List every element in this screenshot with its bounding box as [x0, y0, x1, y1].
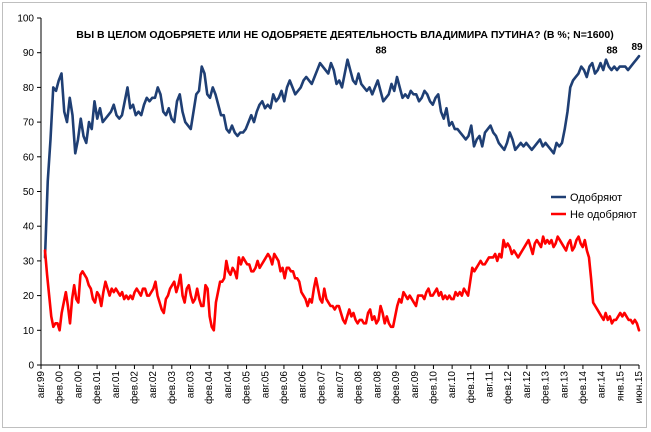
- x-axis: авг.99 фев.00 авг.00 фев.01 авг.01 фев.02 авг.…: [36, 364, 645, 404]
- y-tick-label: 0: [28, 361, 34, 372]
- x-tick-label: фев.09: [390, 371, 402, 404]
- chart-frame: [2, 2, 647, 428]
- y-tick-label: 80: [23, 83, 35, 94]
- x-tick-label: фев.13: [540, 371, 552, 404]
- x-tick-label: фев.10: [427, 371, 439, 404]
- x-tick-label: авг.11: [485, 371, 496, 398]
- x-tick-label: июн.15: [634, 371, 645, 404]
- x-tick-label: янв.15: [615, 371, 626, 402]
- x-tick-label: фев.12: [502, 371, 514, 404]
- x-tick-label: фев.00: [54, 371, 66, 404]
- y-tick-label: 60: [23, 152, 35, 163]
- x-tick-label: авг.99: [36, 371, 47, 399]
- x-tick-label: авг.14: [597, 371, 608, 399]
- x-tick-label: фев.14: [577, 371, 589, 404]
- x-tick-label: фев.05: [241, 371, 253, 404]
- legend-label-approve: Одобряют: [570, 192, 622, 204]
- x-tick-label: фев.04: [203, 371, 215, 404]
- series-line-approve: [43, 54, 641, 259]
- chart-title: ВЫ В ЦЕЛОМ ОДОБРЯЕТЕ ИЛИ НЕ ОДОБРЯЕТЕ ДЕ…: [76, 29, 613, 41]
- y-tick-label: 40: [23, 222, 35, 233]
- x-tick-label: авг.08: [372, 371, 383, 399]
- x-tick-label: авг.00: [73, 371, 84, 399]
- x-tick-label: авг.12: [522, 371, 533, 399]
- x-tick-label: авг.06: [298, 371, 309, 399]
- data-label: 88: [606, 46, 618, 57]
- x-tick-label: фев.02: [128, 371, 140, 404]
- y-tick-label: 10: [23, 326, 35, 337]
- data-labels: 88 88 89: [375, 42, 643, 56]
- y-tick-label: 50: [23, 187, 35, 198]
- plot-series: [43, 54, 641, 332]
- data-label: 89: [631, 42, 643, 53]
- x-tick-label: авг.05: [260, 371, 271, 399]
- y-tick-label: 30: [23, 256, 35, 267]
- x-tick-label: авг.02: [148, 371, 159, 399]
- legend-label-disapprove: Не одобряют: [570, 209, 637, 221]
- y-axis: 0 10 20 30 40 50 60 70 80 90 100: [17, 14, 42, 372]
- x-tick-label: авг.10: [447, 371, 458, 399]
- x-tick-label: фев.11: [465, 371, 477, 404]
- x-tick-label: авг.13: [559, 371, 570, 399]
- x-tick-label: фев.01: [91, 371, 103, 404]
- x-tick-label: авг.09: [410, 371, 421, 399]
- x-tick-label: фев.07: [315, 371, 327, 404]
- x-tick-label: авг.03: [186, 371, 197, 399]
- x-tick-label: авг.01: [111, 371, 122, 399]
- x-tick-label: фев.06: [278, 371, 290, 404]
- legend: Одобряют Не одобряют: [551, 192, 637, 221]
- y-tick-label: 20: [23, 291, 35, 302]
- series-line-disapprove: [43, 235, 641, 332]
- x-tick-label: авг.07: [335, 371, 346, 399]
- x-tick-label: фев.08: [353, 371, 365, 404]
- y-tick-label: 90: [23, 48, 35, 59]
- x-tick-label: фев.03: [166, 371, 178, 404]
- x-tick-label: авг.04: [223, 371, 234, 399]
- data-label: 88: [375, 46, 387, 57]
- y-tick-label: 100: [17, 14, 34, 25]
- y-tick-label: 70: [23, 118, 35, 129]
